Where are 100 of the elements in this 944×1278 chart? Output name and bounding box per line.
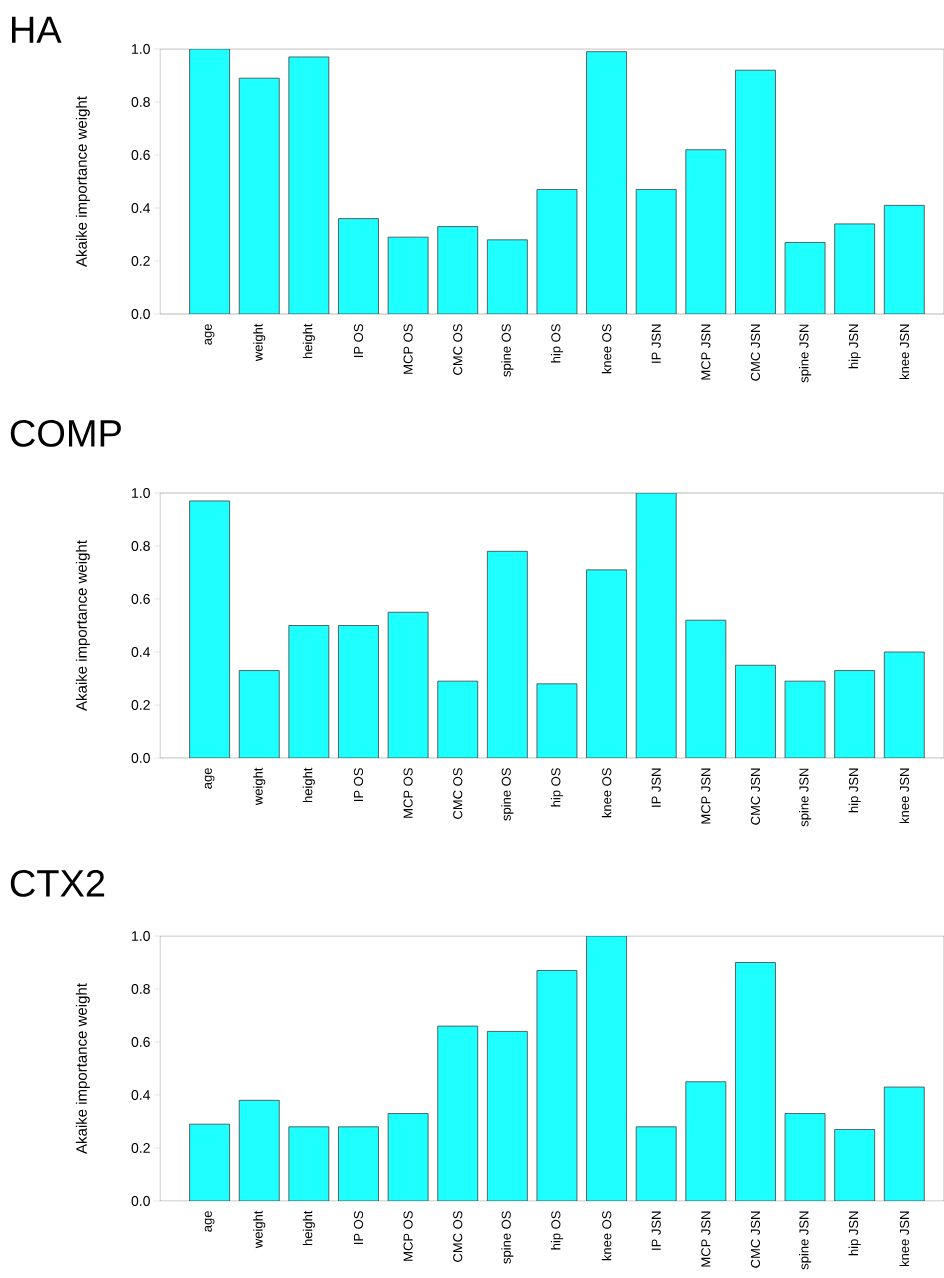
bar bbox=[735, 70, 776, 315]
bar bbox=[189, 49, 230, 315]
x-tick-label: height bbox=[302, 323, 315, 359]
x-tick-label: hip JSN bbox=[848, 324, 861, 369]
x-tick-label: MCP OS bbox=[403, 768, 413, 818]
bar bbox=[487, 1031, 528, 1202]
x-tick-label: knee OS bbox=[601, 1211, 612, 1261]
y-tick-label: 0.6 bbox=[131, 1037, 150, 1047]
bar bbox=[437, 681, 478, 759]
x-tick-label: weight bbox=[253, 767, 266, 806]
chart-title: COMP bbox=[10, 419, 121, 447]
bar bbox=[388, 237, 429, 315]
chart-title: HA bbox=[12, 16, 62, 43]
y-tick-label: 0.6 bbox=[131, 150, 150, 160]
y-tick-label: 0.0 bbox=[131, 309, 150, 319]
x-tick-label: IP JSN bbox=[651, 1211, 661, 1250]
x-tick-label: knee OS bbox=[601, 324, 612, 374]
x-tick-label: age bbox=[204, 768, 215, 789]
bar bbox=[536, 683, 577, 759]
x-tick-label: age bbox=[204, 324, 215, 345]
bar bbox=[735, 665, 776, 759]
bar bbox=[685, 620, 726, 759]
y-tick-label: 0.4 bbox=[131, 647, 151, 657]
x-tick-label: IP JSN bbox=[651, 768, 661, 807]
x-tick-label: hip OS bbox=[550, 768, 564, 807]
y-tick-label: 0.8 bbox=[131, 97, 150, 107]
x-tick-label: spine JSN bbox=[798, 1211, 812, 1270]
bar bbox=[239, 1100, 280, 1202]
bar bbox=[883, 651, 925, 759]
x-tick-label: weight bbox=[253, 1210, 266, 1249]
bar bbox=[338, 625, 379, 759]
bar bbox=[785, 242, 826, 315]
x-tick-label: hip OS bbox=[550, 324, 564, 363]
y-tick-label: 0.6 bbox=[131, 594, 150, 604]
y-tick-label: 0.8 bbox=[131, 541, 150, 551]
x-tick-label: MCP OS bbox=[403, 1211, 413, 1261]
x-tick-label: IP JSN bbox=[651, 324, 661, 363]
y-tick-label: 0.0 bbox=[131, 753, 150, 763]
bar bbox=[834, 223, 875, 315]
bar bbox=[288, 625, 329, 759]
y-tick-label: 0.2 bbox=[131, 1143, 150, 1153]
bar bbox=[586, 936, 627, 1202]
x-tick-label: MCP JSN bbox=[701, 1211, 711, 1267]
bar bbox=[735, 962, 776, 1202]
bar bbox=[487, 551, 528, 759]
bar bbox=[883, 1086, 925, 1202]
x-tick-label: spine OS bbox=[501, 324, 514, 377]
bar bbox=[189, 500, 230, 759]
bar bbox=[338, 1126, 379, 1202]
x-tick-label: spine JSN bbox=[798, 324, 812, 383]
y-tick-label: 0.2 bbox=[131, 256, 150, 266]
bar bbox=[536, 970, 577, 1202]
x-tick-label: CMC JSN bbox=[750, 324, 761, 381]
x-tick-label: hip OS bbox=[550, 1211, 564, 1250]
bar bbox=[685, 1081, 726, 1202]
bar bbox=[338, 218, 379, 315]
bar bbox=[636, 493, 677, 759]
x-tick-label: CMC JSN bbox=[750, 1211, 761, 1268]
bar bbox=[239, 78, 280, 315]
bar bbox=[288, 1126, 329, 1202]
x-tick-label: knee JSN bbox=[899, 768, 910, 824]
bar bbox=[785, 681, 826, 759]
x-tick-label: knee JSN bbox=[899, 324, 910, 380]
bar bbox=[834, 670, 875, 759]
x-tick-label: knee OS bbox=[601, 768, 612, 818]
x-tick-label: age bbox=[204, 1211, 215, 1232]
y-tick-label: 0.8 bbox=[131, 984, 150, 994]
bar bbox=[636, 1126, 677, 1202]
x-tick-label: MCP JSN bbox=[701, 324, 711, 380]
bar bbox=[685, 149, 726, 315]
y-axis-title: Akaike importance weight bbox=[75, 540, 90, 711]
bar bbox=[388, 1113, 429, 1202]
bar bbox=[785, 1113, 826, 1202]
bar bbox=[388, 612, 429, 759]
y-tick-label: 1.0 bbox=[132, 488, 150, 498]
x-tick-label: knee JSN bbox=[899, 1211, 910, 1267]
x-tick-label: MCP JSN bbox=[701, 768, 711, 824]
x-tick-label: CMC OS bbox=[453, 768, 463, 819]
y-tick-label: 0.2 bbox=[131, 700, 150, 710]
bar bbox=[586, 569, 627, 759]
x-tick-label: CMC OS bbox=[453, 1211, 463, 1262]
x-tick-label: spine OS bbox=[501, 1211, 514, 1264]
x-tick-label: MCP OS bbox=[403, 324, 413, 374]
bar bbox=[437, 226, 478, 315]
y-axis-title: Akaike importance weight bbox=[75, 96, 90, 267]
bar bbox=[834, 1129, 875, 1202]
x-tick-label: CMC JSN bbox=[750, 768, 761, 825]
y-tick-label: 1.0 bbox=[132, 44, 150, 54]
x-tick-label: IP OS bbox=[353, 768, 364, 802]
bar bbox=[883, 204, 925, 315]
bar bbox=[189, 1124, 230, 1202]
x-tick-label: spine JSN bbox=[798, 768, 812, 827]
x-tick-label: CMC OS bbox=[453, 324, 463, 375]
x-tick-label: IP OS bbox=[353, 1211, 364, 1245]
bar bbox=[636, 189, 677, 315]
bar bbox=[586, 51, 627, 315]
bar bbox=[437, 1026, 478, 1202]
bar bbox=[239, 670, 280, 759]
bar bbox=[288, 56, 329, 315]
x-tick-label: hip JSN bbox=[848, 1211, 861, 1256]
